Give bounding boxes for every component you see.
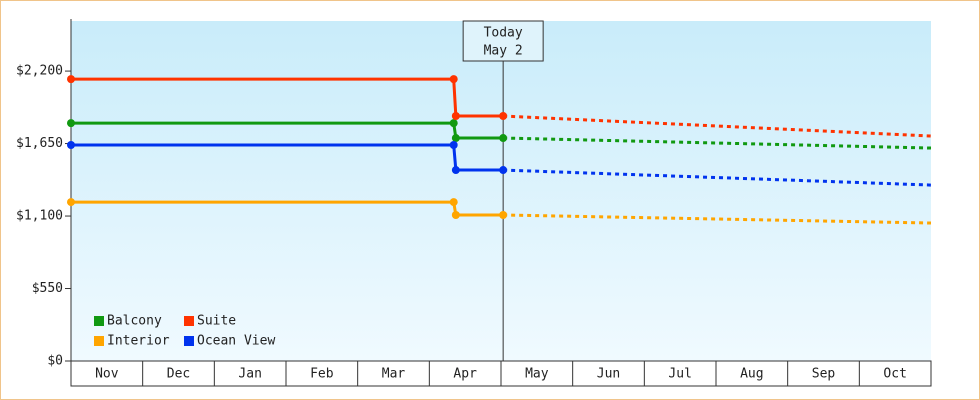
x-tick-label: May: [525, 367, 549, 382]
price-line: [71, 77, 504, 118]
legend-swatch: [94, 316, 104, 326]
point: [499, 210, 508, 219]
today-label: Today: [484, 26, 523, 41]
price-line: [71, 143, 504, 172]
point: [451, 166, 460, 175]
y-tick-label: $2,200: [16, 64, 63, 79]
x-tick-label: Sep: [812, 367, 836, 382]
today-box: [462, 20, 544, 62]
point: [67, 75, 75, 84]
point: [451, 134, 460, 143]
x-tick-label: Oct: [883, 367, 906, 382]
x-tick-label: Jul: [668, 367, 691, 382]
legend-label: Ocean View: [197, 334, 275, 349]
point: [67, 141, 75, 150]
legend-swatch: [184, 316, 194, 326]
point: [499, 134, 508, 143]
x-tick-label: Dec: [167, 367, 190, 382]
point: [67, 119, 75, 128]
x-tick-label: Apr: [453, 367, 477, 382]
y-tick-label: $1,100: [16, 209, 63, 224]
point: [499, 166, 508, 175]
point: [451, 210, 460, 219]
point: [499, 112, 508, 121]
point: [449, 141, 458, 150]
y-tick-label: $550: [32, 281, 63, 296]
legend-label: Balcony: [107, 314, 162, 329]
plot-area: [71, 21, 931, 361]
price-line: [71, 121, 504, 140]
point: [449, 119, 458, 128]
price-line: [71, 200, 504, 217]
x-tick-label: Feb: [310, 367, 334, 382]
legend-swatch: [94, 336, 104, 346]
today-label: May 2: [484, 44, 523, 59]
point: [449, 75, 458, 84]
x-tick-label: Jan: [238, 367, 261, 382]
x-tick-label: Jun: [597, 367, 620, 382]
y-tick-label: $0: [47, 354, 63, 369]
x-tick-label: Mar: [382, 367, 406, 382]
x-tick-label: Nov: [95, 367, 119, 382]
legend-label: Suite: [197, 314, 236, 329]
point: [67, 198, 75, 207]
x-tick-label: Aug: [740, 367, 763, 382]
y-tick-label: $1,650: [16, 136, 63, 151]
point: [449, 198, 458, 207]
legend-swatch: [184, 336, 194, 346]
legend-label: Interior: [107, 334, 170, 349]
point: [451, 112, 460, 121]
